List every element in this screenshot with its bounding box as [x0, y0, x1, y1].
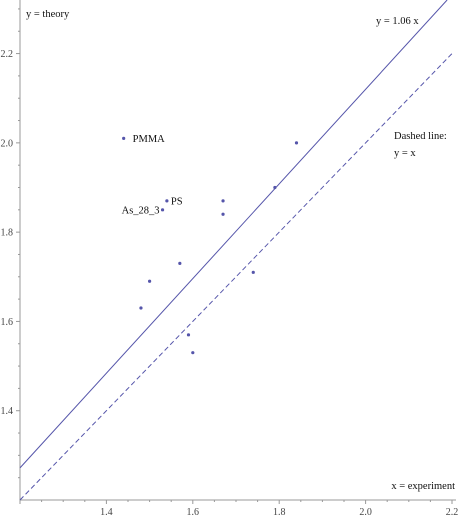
y-tick-label: 1.8 [1, 228, 14, 239]
point-label: PMMA [133, 134, 166, 145]
reference-lines [19, 0, 453, 501]
y-tick-label: 1.6 [1, 317, 14, 328]
data-point [160, 208, 165, 212]
data-point [294, 141, 299, 145]
x-tick-label: 1.6 [187, 507, 200, 518]
x-tick-label: 2.0 [359, 507, 372, 518]
data-point [191, 351, 195, 355]
y-axis-label: y = theory [26, 9, 70, 20]
data-point [186, 333, 191, 337]
solid-line-y-equals-1.06x [19, 0, 448, 469]
dashed-legend-line2: y = x [394, 148, 416, 159]
axes-group [16, 0, 456, 504]
point-label: As_28_3 [122, 205, 160, 216]
dashed-line-y-equals-x [19, 53, 453, 501]
data-point [251, 270, 255, 274]
point-label: PS [171, 196, 183, 207]
annotations: PMMA PS As_28_3 y = theory x = experiment y =… [26, 9, 455, 492]
data-point [165, 199, 169, 203]
y-tick-label: 1.4 [1, 406, 14, 417]
dashed-legend-line1: Dashed line: [394, 131, 447, 142]
x-tick-label: 2.2 [446, 507, 459, 518]
x-tick-label: 1.4 [100, 507, 113, 518]
data-point [221, 212, 225, 216]
data-point [273, 185, 277, 190]
data-point [139, 306, 143, 310]
data-point [221, 199, 225, 203]
data-point [148, 279, 152, 283]
x-tick-label: 1.8 [273, 507, 286, 518]
solid-line-label: y = 1.06 x [376, 16, 419, 27]
tick-labels: 1.4 1.6 1.8 2.0 2.2 1.4 1.6 1.8 2.0 2.2 [1, 49, 459, 518]
y-tick-label: 2.2 [1, 49, 14, 60]
data-points [122, 136, 299, 355]
y-tick-label: 2.0 [1, 138, 14, 149]
data-point [178, 261, 182, 265]
x-axis-label: x = experiment [391, 481, 455, 492]
data-point [122, 136, 126, 140]
